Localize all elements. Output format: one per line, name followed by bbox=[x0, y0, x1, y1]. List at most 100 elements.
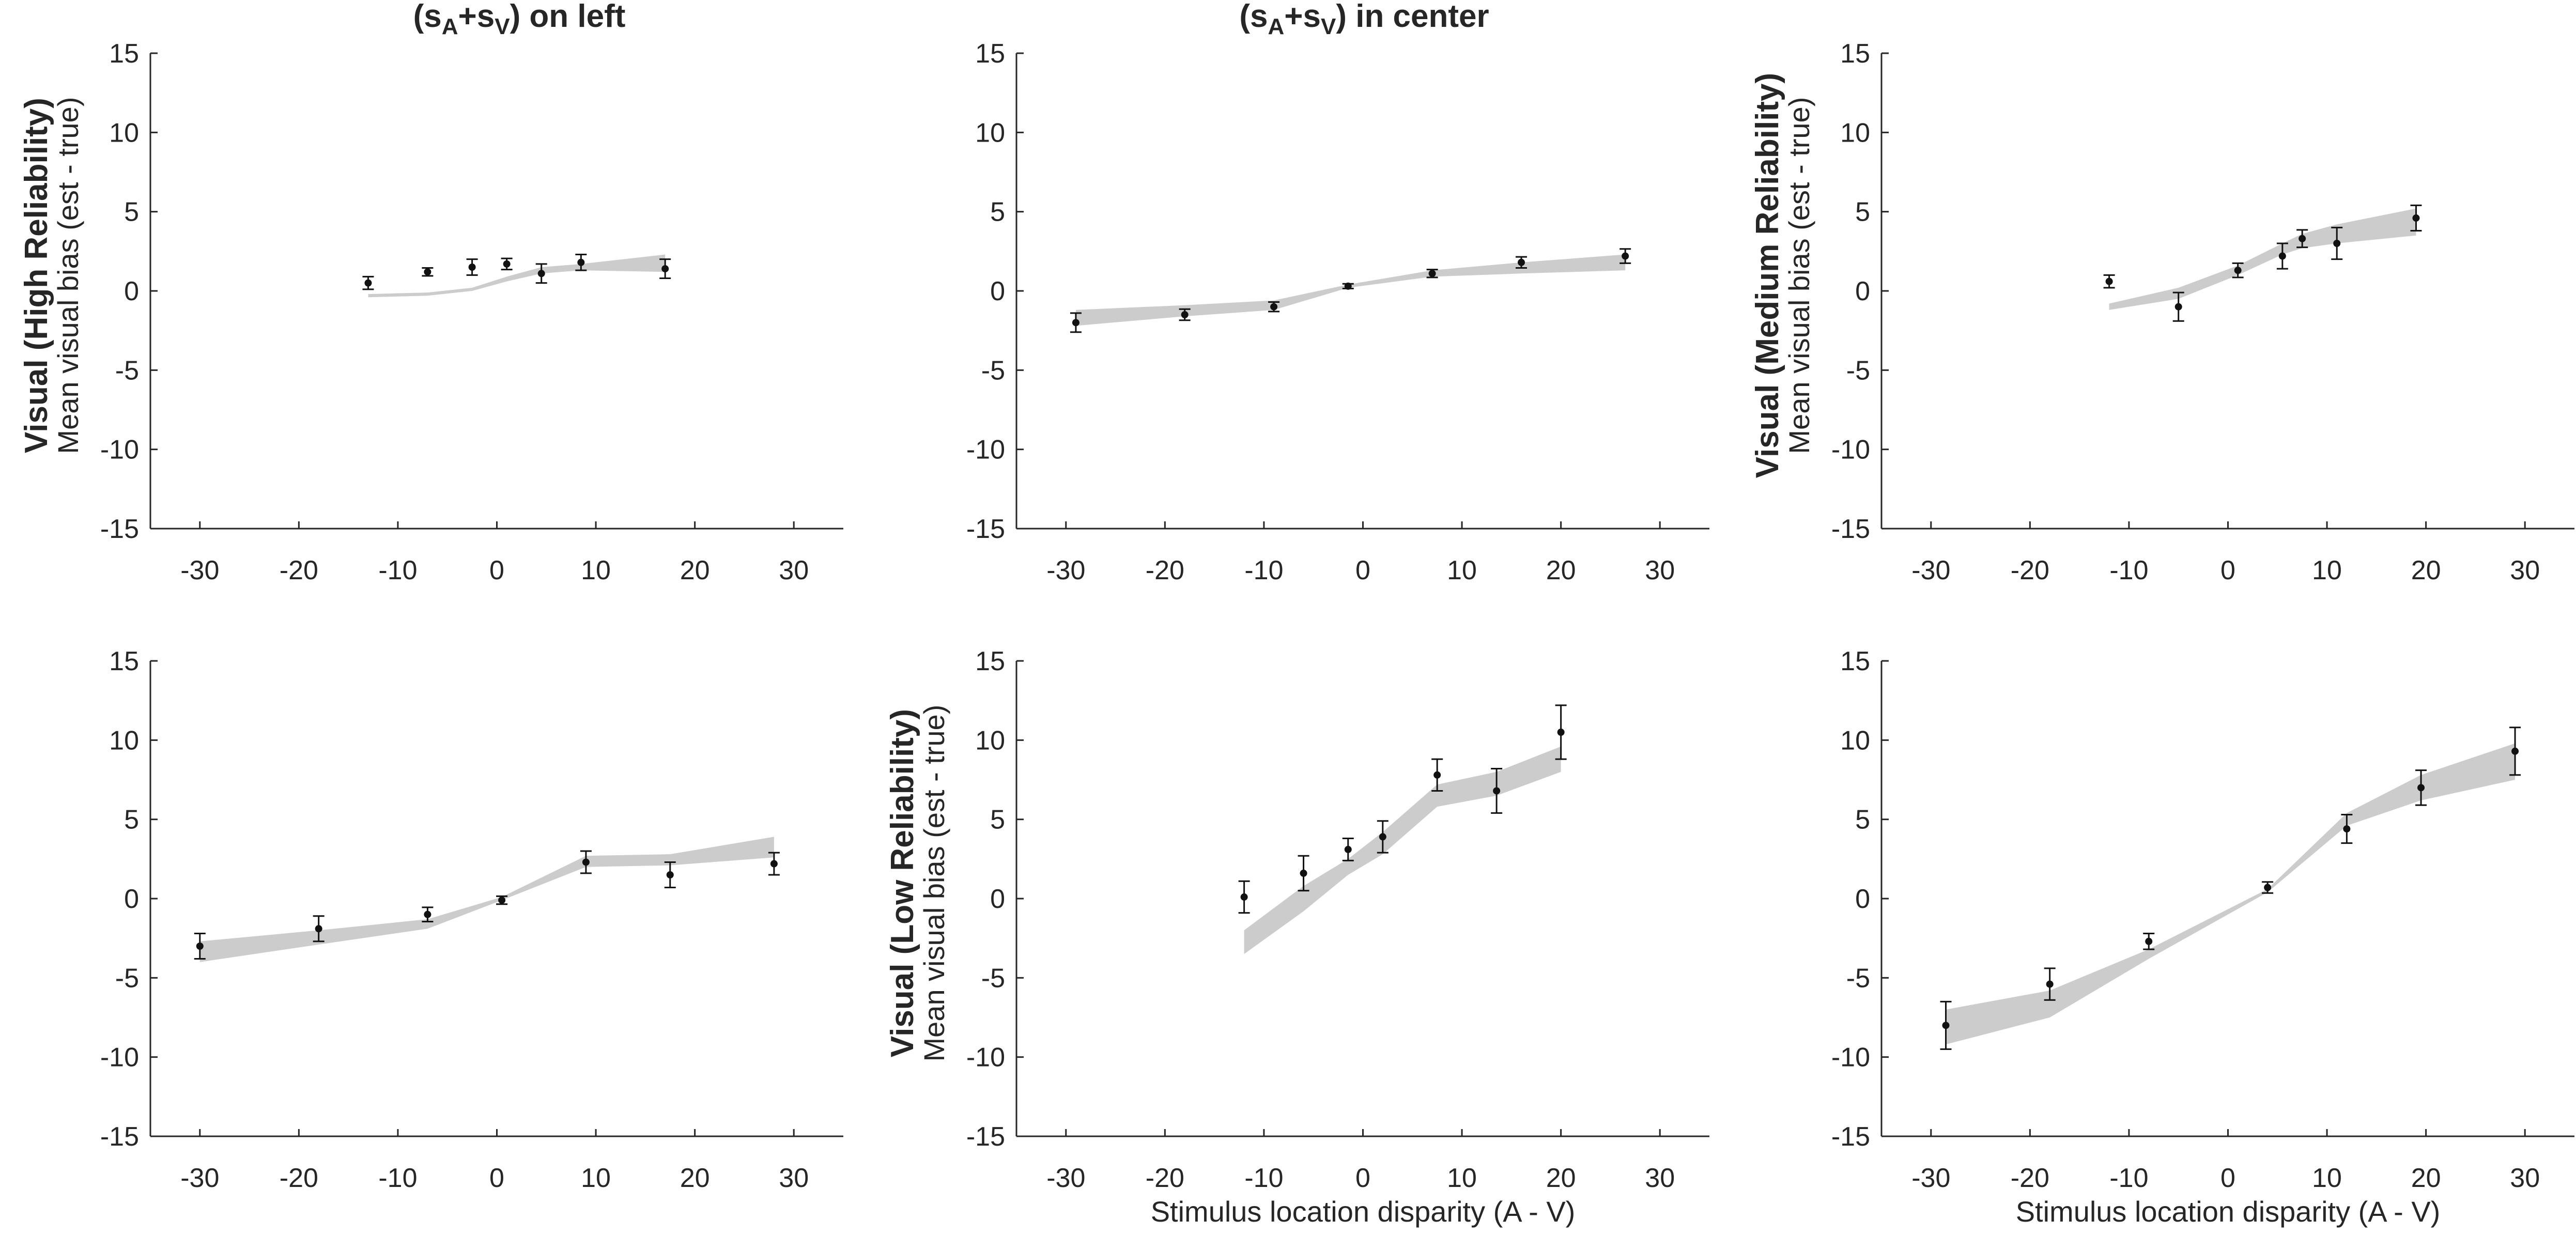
svg-text:(sA+sV) on left: (sA+sV) on left bbox=[413, 0, 626, 39]
data-point bbox=[1179, 308, 1191, 321]
data-marker bbox=[468, 264, 476, 271]
y-tick-label: -5 bbox=[115, 356, 139, 385]
data-marker bbox=[2174, 303, 2182, 311]
y-tick-label: 5 bbox=[990, 805, 1005, 835]
data-point bbox=[1298, 855, 1309, 892]
x-tick-label: -20 bbox=[1146, 1163, 1184, 1193]
data-marker bbox=[1557, 729, 1565, 736]
data-marker bbox=[2412, 214, 2420, 222]
data-marker bbox=[2234, 267, 2242, 274]
model-band bbox=[368, 254, 666, 298]
column-title-center: (sA+sV) in center bbox=[1239, 0, 1489, 39]
x-tick-label: 30 bbox=[2510, 555, 2540, 585]
y-tick-label: -15 bbox=[1831, 1122, 1870, 1152]
data-marker bbox=[2264, 884, 2272, 891]
x-tick-label: 0 bbox=[489, 555, 504, 585]
data-marker bbox=[2343, 825, 2351, 833]
data-point bbox=[466, 258, 478, 276]
model-band bbox=[1075, 254, 1626, 326]
data-marker bbox=[582, 858, 590, 866]
data-point bbox=[575, 253, 587, 271]
y-tick-label: 0 bbox=[1855, 276, 1870, 306]
data-point bbox=[2172, 291, 2184, 322]
data-point bbox=[2415, 769, 2427, 806]
data-marker bbox=[1433, 771, 1441, 779]
x-tick-label: 20 bbox=[2411, 1163, 2441, 1193]
model-band bbox=[2109, 208, 2416, 310]
y-tick-label: 0 bbox=[990, 884, 1005, 914]
y-tick-label: 10 bbox=[1840, 118, 1870, 148]
panel-row2-col3: -15 -10 -5 0 5 10 15 -30 -20 -10 0 10 20 30 Stimulus l… bbox=[1831, 646, 2574, 1228]
data-marker bbox=[1344, 282, 1352, 290]
y-tick-label: 5 bbox=[124, 805, 139, 835]
y-tick-label: 5 bbox=[124, 197, 139, 227]
y-tick-label: -10 bbox=[1831, 435, 1870, 465]
data-point bbox=[2143, 932, 2155, 950]
data-marker bbox=[577, 258, 585, 266]
y-tick-label: -15 bbox=[100, 514, 139, 544]
x-tick-label: -30 bbox=[1046, 555, 1085, 585]
data-marker bbox=[2046, 980, 2054, 988]
data-point bbox=[659, 258, 671, 279]
y-tick-label: -10 bbox=[100, 1043, 139, 1073]
x-tick-label: 0 bbox=[1355, 1163, 1370, 1193]
y-tick-label: 0 bbox=[1855, 884, 1870, 914]
x-tick-label: 30 bbox=[1645, 555, 1675, 585]
data-point bbox=[2509, 727, 2521, 776]
data-point bbox=[1431, 758, 1443, 792]
data-point bbox=[362, 275, 374, 290]
y-tick-label: -10 bbox=[1831, 1043, 1870, 1073]
x-tick-label: -30 bbox=[1046, 1163, 1085, 1193]
x-tick-label: -10 bbox=[378, 555, 417, 585]
data-point bbox=[1342, 282, 1354, 290]
y-tick-label: 5 bbox=[1855, 197, 1870, 227]
data-point bbox=[1426, 269, 1438, 279]
x-tick-label: -10 bbox=[1244, 1163, 1283, 1193]
data-marker bbox=[424, 268, 431, 276]
y-tick-label: 10 bbox=[975, 118, 1005, 148]
data-marker bbox=[1518, 258, 1525, 266]
column-title-left: (sA+sV) on left bbox=[413, 0, 626, 39]
x-tick-label: -20 bbox=[280, 1163, 318, 1193]
panel-row2-col1: -15 -10 -5 0 5 10 15 -30 -20 -10 0 10 20 30 bbox=[100, 646, 843, 1193]
x-tick-label: 0 bbox=[2220, 555, 2235, 585]
data-point bbox=[1555, 704, 1567, 760]
y-tick-label: -5 bbox=[981, 963, 1005, 993]
x-tick-label: 30 bbox=[779, 1163, 809, 1193]
x-axis-label: Stimulus location disparity (A - V) bbox=[2016, 1195, 2441, 1228]
data-marker bbox=[1622, 252, 1629, 260]
x-tick-label: 10 bbox=[2312, 1163, 2342, 1193]
x-tick-label: 30 bbox=[1645, 1163, 1675, 1193]
data-marker bbox=[364, 279, 372, 287]
y-tick-label: 5 bbox=[1855, 805, 1870, 835]
y-tick-label: -15 bbox=[1831, 514, 1870, 544]
data-point bbox=[422, 267, 434, 277]
data-marker bbox=[2417, 784, 2425, 792]
data-point bbox=[313, 915, 325, 943]
data-marker bbox=[2299, 235, 2306, 242]
data-marker bbox=[666, 871, 674, 878]
data-marker bbox=[1942, 1022, 1950, 1029]
data-marker bbox=[196, 943, 204, 950]
x-tick-label: 20 bbox=[680, 555, 710, 585]
y-tick-label: 0 bbox=[990, 276, 1005, 306]
x-tick-label: -30 bbox=[180, 555, 219, 585]
model-band bbox=[199, 837, 774, 962]
data-marker bbox=[1072, 319, 1079, 327]
x-tick-label: 0 bbox=[2220, 1163, 2235, 1193]
y-tick-label: 5 bbox=[990, 197, 1005, 227]
y-axis-label: Mean visual bias (est - true) bbox=[918, 705, 950, 1062]
x-tick-label: -10 bbox=[2109, 555, 2148, 585]
y-tick-label: 0 bbox=[124, 276, 139, 306]
data-point bbox=[1619, 248, 1631, 264]
data-point bbox=[1377, 820, 1389, 854]
x-tick-label: 10 bbox=[581, 1163, 611, 1193]
data-point bbox=[422, 906, 434, 922]
x-tick-label: -20 bbox=[2011, 555, 2049, 585]
data-point bbox=[664, 861, 676, 889]
data-marker bbox=[2278, 252, 2286, 260]
y-tick-label: 10 bbox=[975, 725, 1005, 755]
y-tick-label: -5 bbox=[981, 356, 1005, 385]
y-tick-label: -10 bbox=[100, 435, 139, 465]
